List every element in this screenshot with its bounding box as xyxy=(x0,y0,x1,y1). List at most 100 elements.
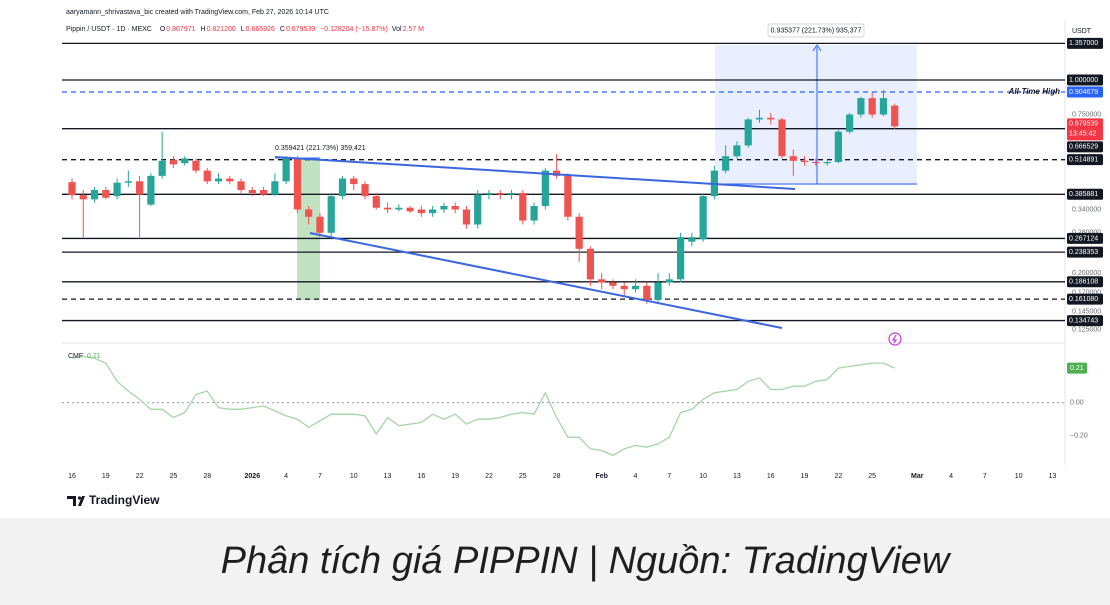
candle-body xyxy=(203,170,211,182)
candle-body xyxy=(530,206,538,221)
price-badge-label: 0.238353 xyxy=(1069,249,1098,256)
candle-body xyxy=(879,98,888,115)
indicator-value: 0.21 xyxy=(87,353,101,360)
x-tick-label: 4 xyxy=(634,473,638,480)
price-badge-label: 1.000000 xyxy=(1069,77,1098,84)
price-badge xyxy=(1067,74,1103,86)
x-tick-label: 16 xyxy=(68,473,76,480)
x-tick-label: 16 xyxy=(767,473,775,480)
candle-body xyxy=(643,285,651,300)
candle-body xyxy=(800,160,809,163)
x-tick-label: 25 xyxy=(519,473,527,480)
candle-body xyxy=(136,181,144,195)
x-tick-label: 28 xyxy=(553,473,561,480)
y-tick-label: 0.200000 xyxy=(1072,270,1101,277)
logo-dot xyxy=(77,496,82,500)
candle-body xyxy=(90,189,99,200)
x-tick-label: 13 xyxy=(384,473,392,480)
ohlc-value: 0.665926 xyxy=(246,26,275,33)
candle-body xyxy=(192,160,200,171)
price-badge-label: 0.134743 xyxy=(1069,317,1098,324)
logo-icon xyxy=(67,496,85,506)
price-badge xyxy=(1067,86,1103,98)
cmf-pane: 0.00 −0.20 CMF 0.21 0.21 xyxy=(62,353,1088,457)
candle-body xyxy=(305,209,313,217)
candle-body xyxy=(282,158,290,182)
symbol: Pippin / USDT · 1D · MEXC xyxy=(66,26,152,33)
candle-body xyxy=(586,248,595,280)
candle-body xyxy=(327,196,335,233)
candles xyxy=(68,90,899,304)
caption: Phân tích giá PIPPIN | Nguồn: TradingVie… xyxy=(221,540,952,582)
x-tick-label: 2026 xyxy=(245,473,261,480)
price-badge xyxy=(1067,276,1103,288)
candle-body xyxy=(564,175,572,217)
candle-body xyxy=(857,98,865,115)
alert-bolt xyxy=(891,334,898,344)
price-badge xyxy=(1067,37,1103,49)
volume-label: Vol xyxy=(392,26,402,33)
ohlc-value: 0.679539 xyxy=(286,26,315,33)
price-badge xyxy=(1067,141,1103,153)
candle-body xyxy=(823,162,831,164)
candle-body xyxy=(440,206,448,210)
x-tick-label: 22 xyxy=(834,473,842,480)
indicator-title: CMF xyxy=(68,353,83,360)
x-tick-label: 10 xyxy=(699,473,707,480)
candle-body xyxy=(350,178,358,185)
credit: aaryamann_shrivastava_bic created with T… xyxy=(66,9,329,16)
candle-body xyxy=(688,237,696,242)
price-badge-label: 0.904679 xyxy=(1069,89,1098,96)
price-badge xyxy=(1067,315,1103,327)
ohlc-value: 0.821200 xyxy=(207,26,236,33)
candle-body xyxy=(259,189,268,195)
logo-text: TradingView xyxy=(89,493,160,507)
price-badge xyxy=(1067,188,1103,200)
candle-body xyxy=(271,181,279,195)
measure-label: 0.935377 (221.73%) 935,377 xyxy=(771,27,862,34)
chart-background xyxy=(0,0,1110,518)
candle-body xyxy=(147,175,155,205)
x-tick-label: 25 xyxy=(170,473,178,480)
candle-body xyxy=(631,285,640,290)
candle-body xyxy=(676,237,685,280)
candle-body xyxy=(102,189,110,198)
candle-body xyxy=(778,119,786,157)
ohlc-label: H xyxy=(201,26,206,33)
candle-body xyxy=(316,216,324,233)
price-badge-label: 0.666529 xyxy=(1069,144,1098,151)
candle-body xyxy=(181,158,189,164)
candle-body xyxy=(293,158,301,210)
ohlc-label: O xyxy=(160,26,166,33)
candle-body xyxy=(665,279,673,283)
y-tick-label: 0.00 xyxy=(1070,400,1084,407)
candle-body xyxy=(113,182,121,197)
candle-body xyxy=(789,156,797,161)
measure-arrow-head xyxy=(812,44,822,52)
y-tick-label: 0.750000 xyxy=(1072,111,1101,118)
y-tick-label: 0.340000 xyxy=(1072,206,1101,213)
candle-body xyxy=(226,178,234,182)
x-tick-label: 22 xyxy=(485,473,493,480)
candle-body xyxy=(846,114,854,132)
candle-body xyxy=(620,285,628,290)
x-tick-label: 19 xyxy=(451,473,459,480)
candle-body xyxy=(541,170,549,207)
price-badge-label: 0.186108 xyxy=(1069,279,1098,286)
price-badge-label: 0.385881 xyxy=(1069,191,1098,198)
ohlc-label: C xyxy=(280,26,285,33)
candle-body xyxy=(654,282,662,300)
price-badge xyxy=(1067,154,1103,166)
ohlc-label: L xyxy=(241,26,245,33)
candle-body xyxy=(485,193,493,195)
candle-body xyxy=(395,207,403,210)
trend-line xyxy=(309,232,783,329)
change: −0.128204 (−15.87%) xyxy=(320,26,388,33)
alert-icon[interactable] xyxy=(888,332,902,346)
candle-body xyxy=(891,105,899,127)
candle-body xyxy=(575,216,583,249)
candle-body xyxy=(834,131,842,163)
candle-body xyxy=(496,193,504,195)
x-tick-label: 19 xyxy=(801,473,809,480)
